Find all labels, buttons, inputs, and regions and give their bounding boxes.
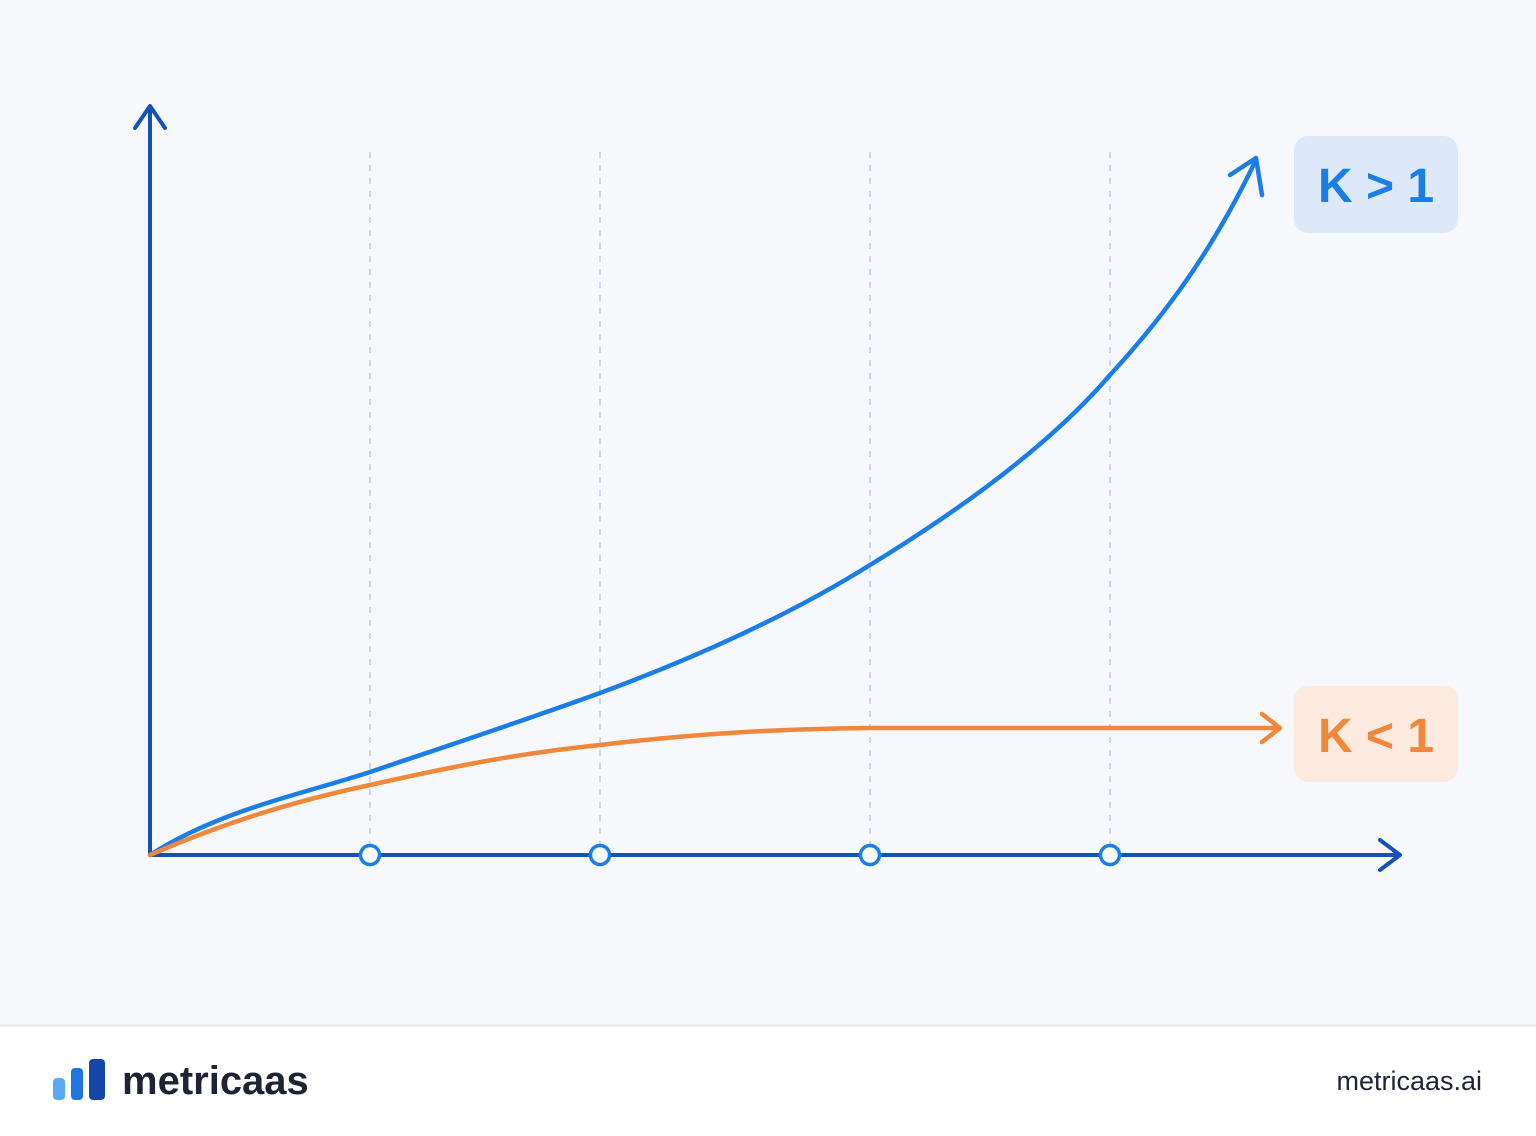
axis-points — [358, 843, 1122, 867]
growth-curve-low — [147, 725, 1281, 858]
label-box-high — [1294, 136, 1458, 233]
axis-point — [858, 843, 882, 867]
axis-point — [1098, 843, 1122, 867]
label-box-low — [1294, 686, 1458, 782]
axis-point — [358, 843, 382, 867]
logo — [53, 1059, 105, 1100]
axis-point — [588, 843, 612, 867]
growth-curve-high — [147, 159, 1258, 858]
label-high: K > 1 — [1318, 160, 1434, 213]
logo-bar — [53, 1078, 65, 1100]
brand-url: metricaas.ai — [1336, 1066, 1482, 1096]
growth-arrow-high — [1227, 155, 1265, 198]
axes — [133, 104, 1402, 872]
logo-bar — [71, 1068, 83, 1100]
brand-name: metricaas — [122, 1059, 309, 1103]
label-low: K < 1 — [1318, 710, 1434, 763]
y-axis-arrow — [133, 104, 167, 130]
growth-arrow-low — [1259, 711, 1283, 745]
logo-bar — [89, 1059, 105, 1100]
x-axis-arrow — [1378, 838, 1402, 872]
